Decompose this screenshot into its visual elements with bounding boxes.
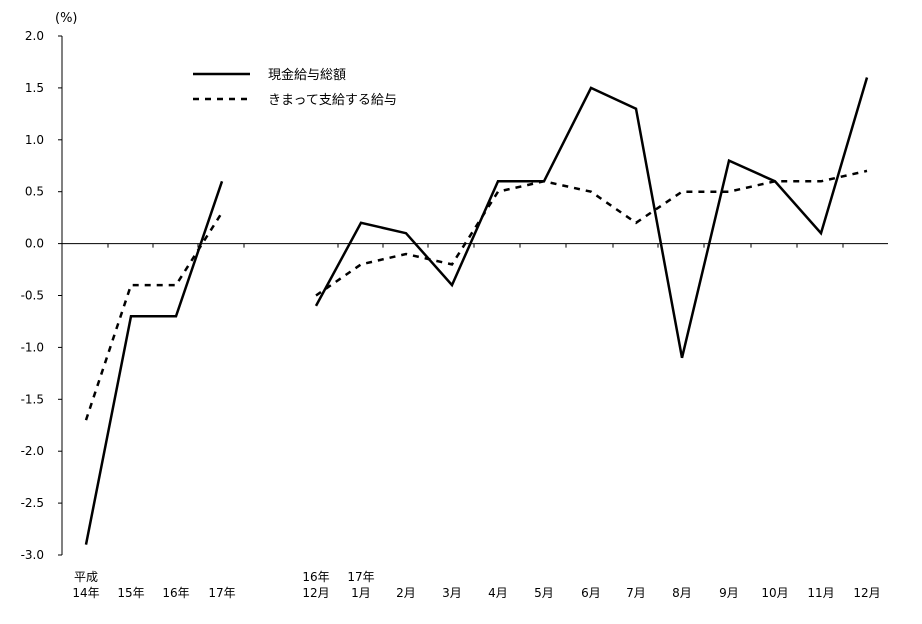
y-tick-label: 1.0: [25, 133, 44, 147]
y-tick-label: -2.5: [21, 496, 44, 510]
y-tick-label: -3.0: [21, 548, 44, 562]
x-tick-label-upper: 16年: [302, 570, 329, 584]
x-tick-label: 9月: [719, 586, 739, 600]
x-tick-label: 15年: [117, 586, 144, 600]
series-line-scheduled-earnings-group-2: [315, 169, 868, 297]
y-tick-label: 1.5: [25, 81, 44, 95]
legend: 現金給与総額 きまって支給する給与: [193, 67, 397, 108]
series-layer: [84, 77, 869, 545]
x-tick-label: 10月: [761, 586, 788, 600]
series-line-scheduled-earnings-group-1: [84, 211, 224, 421]
unit-label: (%): [55, 11, 78, 26]
y-tick-label: -0.5: [21, 289, 44, 303]
y-axis-ticks: 2.0 1.5 1.0 0.5 0.0 -0.5 -1.0 -1.5 -2.0 -2.5 -3.0: [21, 29, 62, 562]
axes: [61, 36, 888, 555]
legend-label-total-cash-earnings: 現金給与総額: [268, 67, 346, 83]
y-tick-label: 2.0: [25, 29, 44, 43]
legend-label-scheduled-earnings: きまって支給する給与: [268, 93, 397, 108]
x-tick-label: 2月: [396, 586, 416, 600]
y-tick-label: 0.0: [25, 237, 44, 251]
x-tick-label: 11月: [807, 586, 834, 600]
y-tick-label: 0.5: [25, 185, 44, 199]
y-tick-label: -1.5: [21, 392, 44, 406]
x-tick-label: 6月: [581, 586, 601, 600]
x-tick-label: 12月: [302, 586, 329, 600]
x-tick-label: 12月: [853, 586, 880, 600]
y-tick-label: -1.0: [21, 340, 44, 354]
x-tick-label: 16年: [162, 586, 189, 600]
x-tick-label: 17年: [208, 586, 235, 600]
x-tick-label: 3月: [442, 586, 462, 600]
x-tick-label: 5月: [534, 586, 554, 600]
x-tick-label: 4月: [488, 586, 508, 600]
x-tick-label: 7月: [626, 586, 646, 600]
x-axis-labels: 平成 14年 15年 16年 17年 16年 12月 17年 1月 2月 3月 4月 5月 6月 7月 8月 9…: [72, 570, 880, 600]
y-tick-label: -2.0: [21, 444, 44, 458]
series-line-total-cash-earnings-group-2: [314, 77, 869, 359]
x-tick-label: 1月: [351, 586, 371, 600]
series-line-total-cash-earnings-group-1: [84, 180, 224, 545]
x-tick-label-upper: 17年: [347, 570, 374, 584]
x-tick-label: 14年: [72, 586, 99, 600]
x-tick-label-upper: 平成: [74, 570, 98, 584]
x-tick-label: 8月: [672, 586, 692, 600]
